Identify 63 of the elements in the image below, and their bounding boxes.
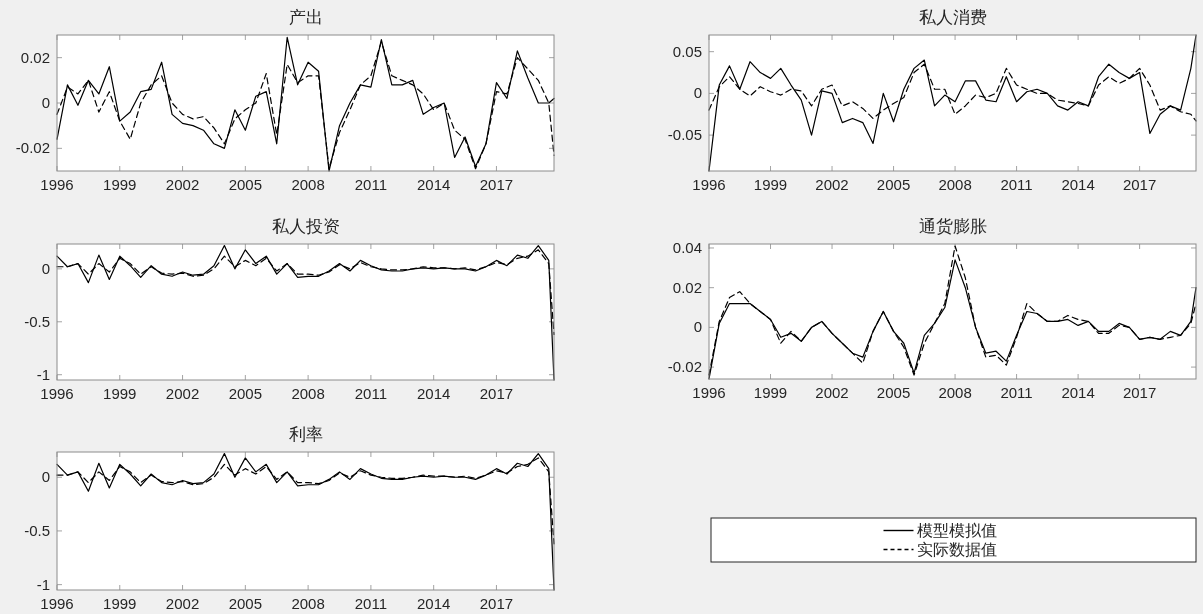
x-tick-label: 1996 — [40, 385, 74, 402]
y-tick-label: -0.05 — [667, 126, 702, 144]
chart-title: 利率 — [288, 425, 323, 444]
x-tick-label: 2008 — [291, 176, 325, 193]
x-tick-label: 2005 — [876, 176, 911, 193]
x-tick-label: 2011 — [1000, 384, 1033, 401]
y-tick-label: -0.02 — [667, 358, 702, 376]
x-tick-label: 2011 — [354, 385, 388, 402]
chart-title: 产出 — [288, 8, 323, 27]
legend-label: 模型模拟值 — [916, 522, 997, 539]
x-tick-label: 1999 — [103, 385, 137, 402]
x-tick-label: 2005 — [876, 384, 911, 401]
y-tick-label: -0.5 — [24, 312, 50, 330]
x-tick-label: 2014 — [1061, 384, 1095, 401]
chart-title: 私人消费 — [918, 8, 987, 27]
y-tick-label: 0.04 — [672, 238, 702, 256]
y-tick-label: 0 — [41, 468, 50, 486]
x-tick-label: 1999 — [103, 595, 137, 612]
x-tick-label: 1999 — [103, 176, 137, 193]
y-tick-label: -1 — [36, 575, 50, 593]
y-tick-label: -0.5 — [24, 521, 50, 539]
x-tick-label: 2014 — [1061, 176, 1095, 193]
x-tick-label: 1996 — [40, 595, 74, 612]
y-tick-label: 0.02 — [20, 48, 50, 66]
x-tick-label: 2008 — [291, 595, 325, 612]
x-tick-label: 1996 — [692, 176, 726, 193]
y-tick-label: 0.02 — [672, 278, 702, 296]
x-tick-label: 2008 — [938, 176, 972, 193]
x-tick-label: 2005 — [228, 595, 263, 612]
y-tick-label: -0.02 — [15, 139, 50, 157]
x-tick-label: 2011 — [1000, 176, 1033, 193]
x-tick-label: 2017 — [1122, 384, 1157, 401]
x-tick-label: 2002 — [165, 385, 200, 402]
legend-label: 实际数据值 — [916, 541, 997, 558]
y-tick-label: -1 — [36, 365, 50, 383]
x-tick-label: 2017 — [479, 385, 514, 402]
y-tick-label: 0 — [41, 259, 50, 277]
y-tick-label: 0.05 — [672, 42, 702, 60]
x-tick-label: 2011 — [354, 176, 388, 193]
x-tick-label: 2008 — [291, 385, 325, 402]
x-tick-label: 2017 — [479, 595, 514, 612]
chart-title: 通货膨胀 — [918, 217, 987, 236]
x-tick-label: 2014 — [416, 595, 451, 612]
x-tick-label: 2002 — [165, 595, 200, 612]
x-tick-label: 2014 — [416, 385, 451, 402]
x-tick-label: 1999 — [753, 384, 788, 401]
x-tick-label: 2017 — [1122, 176, 1157, 193]
x-tick-label: 2011 — [354, 595, 388, 612]
y-tick-label: 0 — [693, 318, 702, 336]
x-tick-label: 1996 — [40, 176, 74, 193]
x-tick-label: 1996 — [692, 384, 726, 401]
x-tick-label: 2002 — [815, 176, 849, 193]
x-tick-label: 2005 — [228, 385, 263, 402]
x-tick-label: 1999 — [753, 176, 788, 193]
y-tick-label: 0 — [693, 84, 702, 102]
y-tick-label: 0 — [41, 94, 50, 111]
x-tick-label: 2005 — [228, 176, 263, 193]
chart-title: 私人投资 — [271, 217, 340, 236]
x-tick-label: 2002 — [815, 384, 849, 401]
x-tick-label: 2008 — [938, 384, 972, 401]
x-tick-label: 2014 — [416, 176, 451, 193]
x-tick-label: 2002 — [165, 176, 200, 193]
x-tick-label: 2017 — [479, 176, 514, 193]
